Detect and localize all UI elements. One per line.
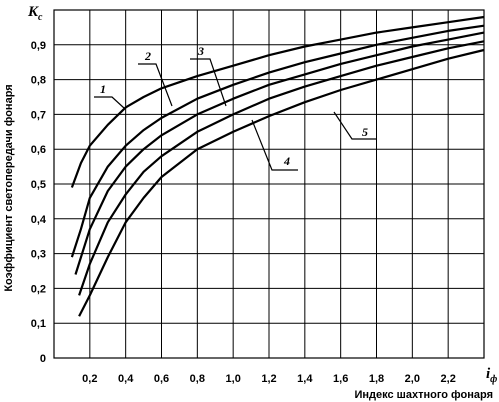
series-line-1 [70,15,485,188]
series-lines [70,15,485,317]
series-line-2 [70,24,485,258]
x-tick-label: 0,8 [190,373,205,385]
series-line-3 [74,31,485,275]
y-tick-label: 0,2 [31,283,46,295]
leader-line-4 [251,119,298,171]
x-tick-label: 2,2 [441,373,456,385]
x-tick-label: 0,4 [118,373,134,385]
leader-line-2 [138,63,173,107]
x-axis-symbol: iф [486,366,497,385]
y-tick-label: 0,8 [31,75,46,87]
x-tick-label: 1,4 [297,373,313,385]
x-tick-label: 1,6 [333,373,348,385]
curve-label-4: 4 [283,154,290,168]
curve-label-1: 1 [100,82,106,96]
curve-leader-lines [94,58,376,171]
x-tick-label: 2,0 [405,373,420,385]
x-tick-label: 1,0 [226,373,241,385]
y-tick-label: 0,9 [31,40,46,52]
x-tick-labels: 0,2 0,4 0,6 0,8 1,0 1,2 1,4 1,6 1,8 2,0 2,2 [82,373,456,385]
series-line-5 [78,48,485,317]
x-tick-label: 1,2 [261,373,276,385]
curve-label-2: 2 [144,49,151,63]
leader-line-1 [94,96,125,109]
y-axis-symbol: Kс [27,4,43,23]
y-tick-labels: 0 0,1 0,2 0,3 0,4 0,5 0,6 0,7 0,8 0,9 [31,40,47,365]
grid [54,10,484,358]
curve-label-3: 3 [197,44,204,58]
y-tick-label: 0,6 [31,144,46,156]
y-tick-label: 0,5 [31,179,46,191]
y-tick-label: 0 [40,353,46,365]
x-tick-label: 0,6 [154,373,169,385]
plot-frame [53,9,485,359]
y-tick-label: 0,1 [31,318,46,330]
y-tick-label: 0,7 [31,109,46,121]
series-line-4 [78,40,485,296]
y-axis-title: Коэффициент светопередачи фонаря [3,84,15,291]
y-tick-label: 0,4 [31,214,47,226]
curve-label-5: 5 [362,125,368,139]
y-tick-label: 0,3 [31,249,46,261]
leader-line-3 [190,58,227,107]
x-tick-label: 0,2 [82,373,97,385]
curve-labels: 1 2 3 4 5 [100,44,368,168]
x-axis-title: Индекс шахтного фонаря [354,389,493,401]
x-tick-label: 1,8 [369,373,384,385]
leader-line-5 [333,111,376,140]
